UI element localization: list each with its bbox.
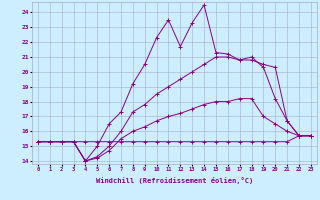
X-axis label: Windchill (Refroidissement éolien,°C): Windchill (Refroidissement éolien,°C) — [96, 177, 253, 184]
